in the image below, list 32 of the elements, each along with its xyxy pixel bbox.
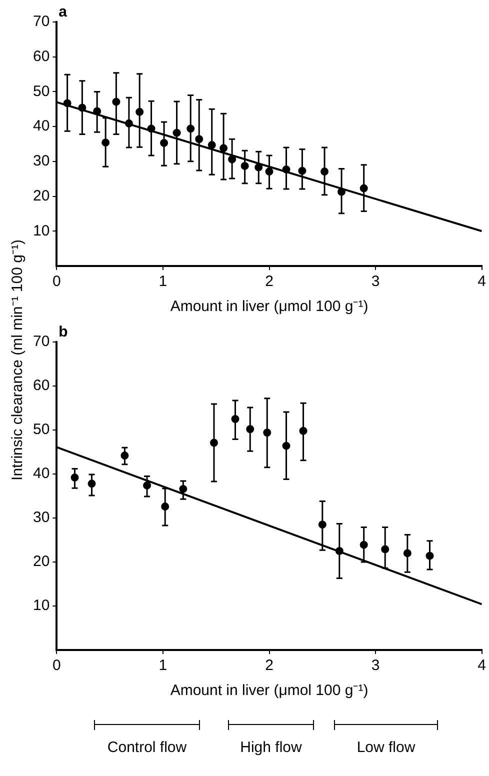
- y-tick-label: 60: [32, 377, 50, 394]
- y-axis-title: Intrinsic clearance (ml min⁻¹ 100 g⁻¹): [8, 240, 26, 480]
- x-tick-label: 2: [265, 657, 274, 674]
- chart-title: a: [58, 4, 68, 21]
- y-tick-label: 30: [32, 152, 50, 170]
- x-tick-label: 2: [265, 273, 274, 290]
- y-tick-label: 10: [32, 222, 50, 240]
- x-axis-title: Amount in liver (μmol 100 g⁻¹): [170, 298, 368, 316]
- x-axis-title: Amount in liver (μmol 100 g⁻¹): [170, 682, 368, 700]
- y-tick-label: 10: [32, 597, 50, 614]
- y-tick-label: 50: [32, 421, 50, 438]
- y-tick-label: 20: [32, 553, 50, 570]
- y-tick-label: 20: [32, 187, 50, 204]
- x-tick-label: 1: [158, 273, 168, 290]
- x-tick-label: 3: [371, 273, 380, 290]
- y-tick-label: 70: [32, 333, 50, 350]
- x-tick-label: 1: [158, 657, 168, 674]
- chart-title: b: [58, 324, 68, 341]
- x-tick-label: 0: [52, 273, 61, 290]
- text: Low flow: [356, 739, 416, 756]
- y-tick-label: 70: [32, 13, 50, 30]
- y-tick-label: 30: [32, 509, 50, 526]
- x-tick-label: 4: [478, 273, 486, 290]
- x-tick-label: 4: [478, 657, 486, 674]
- y-tick-label: 60: [32, 48, 50, 65]
- y-tick-label: 40: [32, 465, 50, 482]
- text: Control flow: [106, 739, 188, 756]
- text: High flow: [239, 739, 303, 756]
- y-tick-label: 40: [32, 118, 50, 135]
- y-tick-label: 50: [32, 82, 50, 100]
- x-tick-label: 3: [371, 657, 380, 674]
- x-tick-label: 0: [52, 657, 61, 674]
